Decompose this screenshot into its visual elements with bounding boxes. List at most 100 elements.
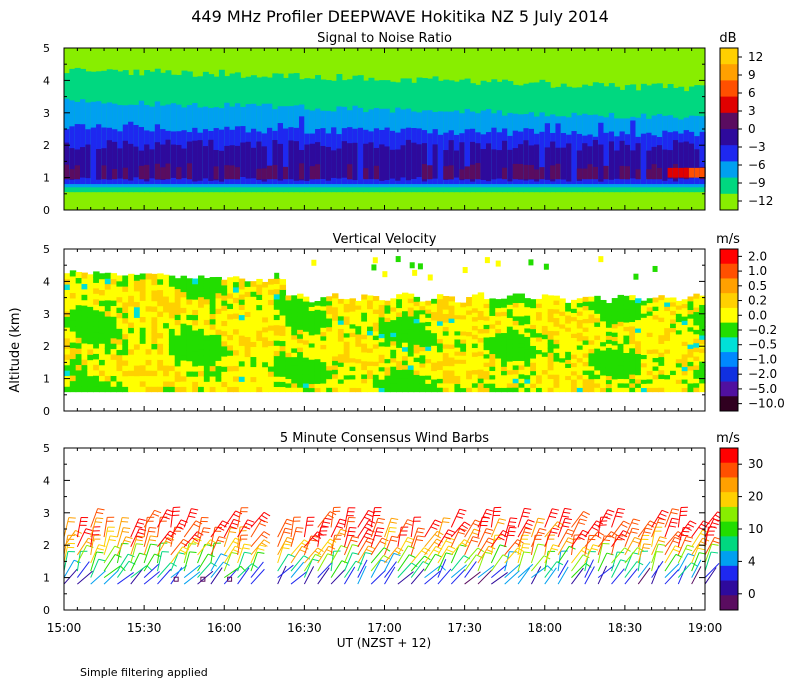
velocity-cell (623, 378, 630, 384)
velocity-cell (273, 376, 281, 382)
velocity-cell (367, 304, 374, 310)
wind-barb (651, 551, 657, 572)
velocity-cell (116, 365, 123, 372)
velocity-cell (81, 288, 88, 295)
velocity-cell (541, 365, 549, 371)
velocity-cell (524, 374, 531, 380)
velocity-cell (349, 336, 356, 342)
velocity-cell (524, 344, 531, 350)
velocity-cell (646, 302, 654, 308)
velocity-cell (454, 346, 461, 352)
wind-barb (517, 567, 531, 585)
velocity-cell (576, 315, 584, 321)
wind-barb (464, 571, 481, 585)
velocity-cell (69, 375, 77, 382)
velocity-cell (256, 330, 263, 336)
velocity-cell (466, 365, 473, 371)
velocity-cell (203, 334, 211, 341)
velocity-cell (64, 337, 71, 344)
wind-barb (664, 518, 673, 538)
velocity-cell (419, 358, 426, 364)
velocity-speck (417, 263, 423, 270)
velocity-cell (687, 318, 694, 323)
wind-barb (317, 511, 331, 528)
velocity-cell (413, 309, 421, 315)
wind-barb (197, 527, 204, 547)
snr-cell (688, 143, 695, 179)
velocity-cell (227, 339, 234, 346)
velocity-cell (198, 381, 205, 387)
velocity-cell (670, 306, 677, 311)
colorbar-label: 0.0 (748, 308, 767, 322)
wind-barb (490, 554, 504, 572)
velocity-cell (244, 316, 252, 322)
velocity-cell (425, 362, 432, 368)
velocity-cell (215, 282, 222, 288)
velocity-cell (582, 335, 590, 341)
colorbar-label: 1.0 (748, 264, 767, 278)
velocity-cell (623, 387, 630, 393)
velocity-cell (262, 346, 269, 353)
velocity-cell (180, 381, 187, 387)
wind-barb (410, 555, 425, 572)
velocity-cell (687, 339, 694, 345)
wind-barb-feather (72, 533, 80, 538)
velocity-cell (279, 314, 287, 321)
velocity-cell (69, 352, 77, 360)
velocity-cell (157, 305, 164, 312)
velocity-cell (128, 338, 135, 344)
velocity-cell (75, 358, 83, 365)
velocity-cell (232, 297, 240, 304)
wind-barb-feather (154, 509, 162, 514)
colorbar-swatch (720, 263, 738, 279)
wind-barb-feather (684, 539, 692, 543)
velocity-cell (302, 331, 310, 337)
wind-barb-feather (195, 520, 203, 525)
wind-barb (63, 543, 69, 564)
velocity-cell (640, 333, 648, 339)
velocity-cell (267, 371, 275, 377)
velocity-cell (448, 365, 456, 371)
velocity-cell (122, 365, 129, 372)
velocity-cell (448, 348, 456, 354)
velocity-cell (104, 288, 112, 295)
velocity-cell (157, 375, 164, 382)
velocity-cell (355, 337, 362, 343)
velocity-cell (98, 300, 106, 307)
wind-barb-feather (456, 515, 464, 519)
velocity-cell (337, 307, 345, 313)
velocity-cell (87, 284, 94, 291)
velocity-cell (297, 302, 304, 308)
velocity-cell (128, 300, 135, 307)
snr-cell (373, 147, 380, 179)
velocity-cell (332, 382, 339, 388)
velocity-cell (332, 302, 339, 308)
wind-barb (637, 527, 646, 547)
snr-cell (683, 167, 690, 178)
velocity-cell (81, 332, 88, 339)
velocity-cell (611, 336, 619, 342)
velocity-cell (396, 373, 403, 379)
velocity-cell (104, 380, 112, 387)
velocity-cell (337, 362, 345, 367)
velocity-cell (69, 308, 77, 316)
velocity-cell (262, 356, 269, 363)
velocity-cell (361, 307, 368, 313)
velocity-cell (431, 328, 438, 334)
velocity-cell (600, 337, 607, 343)
velocity-cell (425, 387, 432, 393)
velocity-cell (675, 366, 683, 372)
velocity-cell (244, 346, 252, 353)
wind-barb-feather (458, 527, 466, 533)
velocity-cell (611, 327, 619, 333)
velocity-cell (267, 324, 275, 331)
wind-barb-feather (96, 551, 104, 554)
velocity-cell (81, 386, 88, 393)
velocity-cell (367, 369, 374, 375)
velocity-cell (81, 359, 88, 366)
velocity-cell (413, 370, 421, 375)
velocity-cell (658, 334, 665, 340)
wind-barb-feather (377, 517, 385, 521)
velocity-cell (227, 365, 234, 372)
wind-barb-feather (497, 521, 505, 525)
